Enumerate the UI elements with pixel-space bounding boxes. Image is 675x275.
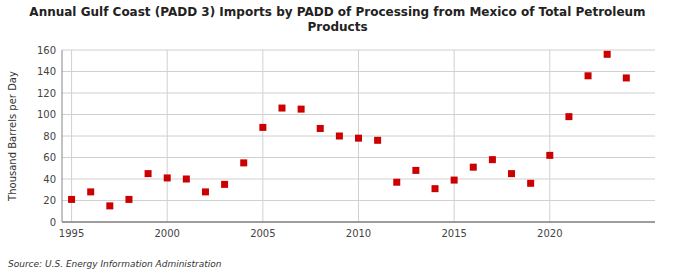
point	[336, 133, 343, 140]
point	[87, 188, 94, 195]
x-tick-label: 2000	[154, 228, 179, 239]
point	[202, 188, 209, 195]
x-grid-line	[262, 50, 263, 222]
point	[604, 51, 611, 58]
y-tick-label: 100	[37, 109, 56, 120]
x-grid-line	[549, 50, 550, 222]
y-tick-label: 80	[43, 131, 56, 142]
y-tick-label: 60	[43, 152, 56, 163]
x-grid-line	[454, 50, 455, 222]
title-line: Products	[307, 20, 367, 34]
y-tick-label: 140	[37, 66, 56, 77]
point	[585, 72, 592, 79]
points	[68, 51, 630, 210]
x-tick-label: 2005	[250, 228, 275, 239]
x-tick-label: 2015	[441, 228, 466, 239]
point	[106, 202, 113, 209]
x-tick-label: 2010	[346, 228, 371, 239]
point	[527, 180, 534, 187]
y-grid-line	[62, 222, 655, 223]
point	[623, 74, 630, 81]
point	[317, 125, 324, 132]
point	[412, 167, 419, 174]
point	[240, 159, 247, 166]
y-tick-label: 120	[37, 88, 56, 99]
x-grid-line	[167, 50, 168, 222]
grid	[62, 50, 655, 222]
title: Annual Gulf Coast (PADD 3) Imports by PA…	[29, 5, 645, 34]
point	[221, 181, 228, 188]
point	[393, 179, 400, 186]
y-axis-line	[62, 50, 63, 222]
point	[489, 156, 496, 163]
x-tick-label: 1995	[59, 228, 84, 239]
point	[164, 174, 171, 181]
y-tick-label: 20	[43, 195, 56, 206]
y-tick-label: 40	[43, 174, 56, 185]
point	[278, 105, 285, 112]
x-tick-label: 2020	[537, 228, 562, 239]
x-axis-line	[62, 222, 655, 223]
point	[546, 152, 553, 159]
point	[145, 170, 152, 177]
y-tick-label: 160	[37, 45, 56, 56]
y-axis-label: Thousand Barrels per Day	[7, 71, 18, 202]
chart: Annual Gulf Coast (PADD 3) Imports by PA…	[0, 0, 675, 275]
point	[470, 164, 477, 171]
point	[183, 176, 190, 183]
point	[432, 185, 439, 192]
point	[259, 124, 266, 131]
point	[565, 113, 572, 120]
point	[68, 196, 75, 203]
source: Source: U.S. Energy Information Administ…	[8, 259, 222, 269]
title-line: Annual Gulf Coast (PADD 3) Imports by PA…	[29, 5, 645, 19]
point	[355, 135, 362, 142]
point	[508, 170, 515, 177]
point	[125, 196, 132, 203]
point	[451, 177, 458, 184]
y-tick-label: 0	[50, 217, 56, 228]
point	[298, 106, 305, 113]
point	[374, 137, 381, 144]
